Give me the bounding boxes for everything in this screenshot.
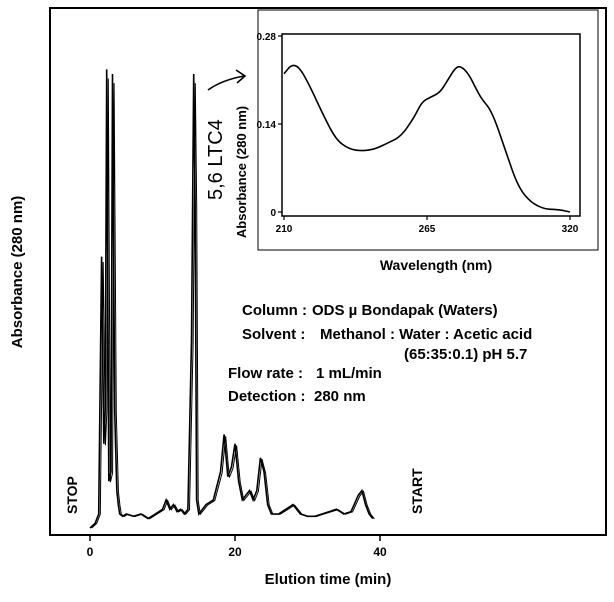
main-y-axis-label: Absorbance (280 nm) [9,196,26,349]
chromatogram-trace-shadow [91,78,375,529]
detection-label: Detection : [228,388,306,405]
flow-rate-label: Flow rate : [228,365,304,382]
spectrum-trace [283,64,571,213]
inset-frame-shadow [257,9,599,251]
inset-x-tick-label: 265 [419,224,436,235]
start-label: START [409,468,425,514]
column-value: ODS µ Bondapak (Waters) [312,302,498,319]
main-x-tick-label: 20 [228,545,242,559]
inset-y-axis-label: Absorbance (280 nm) [234,106,249,238]
peak-label: 5,6 LTC4 [205,119,227,200]
inset-plot-frame [281,33,581,217]
solvent-value-ratio: (65:35:0.1) pH 5.7 [404,346,528,363]
inset-y-tick-label: 0.28 [257,32,277,43]
solvent-value: Methanol : Water : Acetic acid [320,326,533,343]
solvent-label: Solvent : [242,326,306,343]
flow-rate-value: 1 mL/min [316,365,382,382]
main-x-tick-label: 0 [87,545,94,559]
inset-x-tick-label: 320 [562,224,579,235]
main-x-tick-label: 40 [373,545,387,559]
main-plot-frame [49,7,607,536]
column-label: Column : [242,302,307,319]
main-x-axis-label: Elution time (min) [265,571,392,588]
peak-arrow-icon [207,69,247,91]
stop-label: STOP [64,476,80,514]
inset-y-tick-label: 0.14 [257,120,277,131]
inset-x-axis-label: Wavelength (nm) [380,257,492,273]
detection-value: 280 nm [314,388,366,405]
inset-x-tick-label: 210 [276,224,293,235]
inset-y-tick-label: 0 [270,208,276,219]
